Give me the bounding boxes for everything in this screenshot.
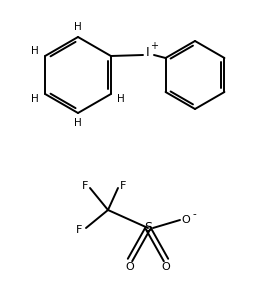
Text: H: H xyxy=(31,94,39,104)
Text: H: H xyxy=(31,46,39,56)
Text: I: I xyxy=(146,46,149,59)
Text: F: F xyxy=(82,181,88,191)
Text: -: - xyxy=(191,209,195,219)
Text: H: H xyxy=(74,118,82,128)
Text: H: H xyxy=(74,22,82,32)
Text: +: + xyxy=(149,41,157,51)
Text: F: F xyxy=(75,225,82,235)
Text: H: H xyxy=(117,94,124,104)
Text: O: O xyxy=(161,262,170,272)
Text: F: F xyxy=(119,181,126,191)
Text: S: S xyxy=(144,221,151,234)
Text: O: O xyxy=(125,262,134,272)
Text: O: O xyxy=(181,215,190,225)
